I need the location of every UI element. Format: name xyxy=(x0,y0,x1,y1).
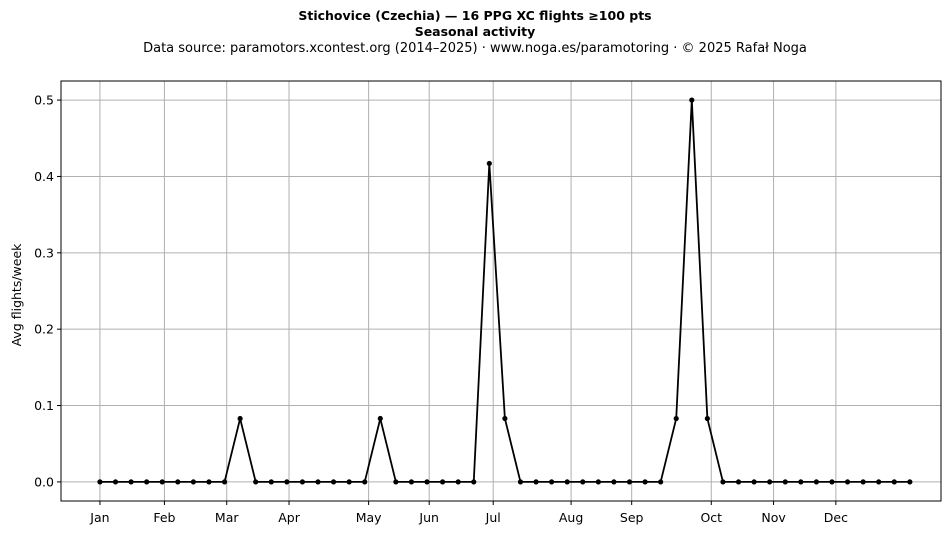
data-point-week-38 xyxy=(689,97,695,103)
data-point-week-26 xyxy=(502,415,508,422)
data-point-week-2 xyxy=(128,479,134,485)
y-tick-label: 0.2 xyxy=(34,322,54,337)
data-point-week-7 xyxy=(206,479,212,485)
data-point-week-1 xyxy=(112,479,119,485)
data-point-week-0 xyxy=(97,479,103,485)
data-point-week-3 xyxy=(144,479,150,485)
data-point-week-22 xyxy=(439,479,446,485)
data-point-week-14 xyxy=(315,479,321,485)
x-tick-label-mar: Mar xyxy=(215,510,239,525)
y-tick-label: 0.5 xyxy=(34,93,54,108)
data-point-week-13 xyxy=(299,479,306,485)
series-points xyxy=(97,97,913,485)
x-tick-label-may: May xyxy=(356,510,382,525)
data-point-week-15 xyxy=(330,479,337,485)
data-point-week-18 xyxy=(377,415,383,422)
data-point-week-4 xyxy=(159,479,165,485)
y-axis-label: Avg flights/week xyxy=(9,243,24,347)
data-point-week-32 xyxy=(595,479,601,485)
data-point-week-35 xyxy=(642,479,648,485)
data-point-week-44 xyxy=(782,479,788,485)
data-point-week-36 xyxy=(658,479,664,485)
data-point-week-45 xyxy=(798,479,804,485)
data-point-week-43 xyxy=(767,479,773,485)
chart-subtitle: Seasonal activity xyxy=(414,24,536,39)
data-point-week-40 xyxy=(720,479,726,485)
x-tick-label-jun: Jun xyxy=(418,510,439,525)
y-tick-label: 0.0 xyxy=(34,474,54,489)
data-point-week-47 xyxy=(829,479,835,485)
data-point-week-19 xyxy=(393,479,399,485)
x-tick-label-sep: Sep xyxy=(620,510,644,525)
y-tick-label: 0.4 xyxy=(34,169,54,184)
data-point-week-10 xyxy=(253,479,259,485)
x-tick-label-aug: Aug xyxy=(559,510,583,525)
data-point-week-25 xyxy=(486,160,492,167)
data-point-week-28 xyxy=(533,479,539,485)
x-tick-label-feb: Feb xyxy=(153,510,175,525)
data-point-week-21 xyxy=(424,479,430,485)
grid-lines xyxy=(61,81,941,501)
data-point-week-24 xyxy=(471,479,477,485)
data-point-week-31 xyxy=(580,479,586,485)
data-point-week-52 xyxy=(907,479,913,485)
data-point-week-12 xyxy=(284,479,290,485)
y-tick-label: 0.1 xyxy=(34,398,54,413)
plot-frame xyxy=(60,80,942,502)
x-tick-label-nov: Nov xyxy=(761,510,786,525)
data-point-week-29 xyxy=(549,479,555,485)
data-point-week-39 xyxy=(704,415,710,422)
chart-title: Stichovice (Czechia) — 16 PPG XC flights… xyxy=(298,8,652,23)
x-tick-label-apr: Apr xyxy=(278,510,300,525)
data-point-week-11 xyxy=(268,479,274,485)
data-point-week-51 xyxy=(891,479,897,485)
data-point-week-16 xyxy=(346,479,352,485)
chart-source-line: Data source: paramotors.xcontest.org (20… xyxy=(143,41,807,56)
x-tick-label-dec: Dec xyxy=(824,510,848,525)
data-point-week-50 xyxy=(876,479,882,485)
data-point-week-30 xyxy=(564,479,570,485)
data-point-week-20 xyxy=(408,479,415,485)
data-point-week-27 xyxy=(517,479,524,485)
data-point-week-6 xyxy=(190,479,196,485)
data-point-week-33 xyxy=(611,479,617,485)
data-point-week-9 xyxy=(237,415,243,422)
data-point-week-5 xyxy=(175,479,181,485)
x-tick-label-jan: Jan xyxy=(89,510,109,525)
data-point-week-17 xyxy=(362,479,368,485)
data-point-week-34 xyxy=(626,479,633,485)
y-axis-ticks: 0.0 0.1 0.2 0.3 0.4 0.5 xyxy=(34,93,61,489)
data-point-week-42 xyxy=(751,479,757,485)
y-tick-label: 0.3 xyxy=(34,245,54,260)
x-tick-label-jul: Jul xyxy=(485,510,501,525)
data-point-week-41 xyxy=(735,479,742,485)
data-point-week-49 xyxy=(860,479,866,485)
data-point-week-48 xyxy=(844,479,851,485)
x-tick-label-oct: Oct xyxy=(700,510,722,525)
series-line xyxy=(99,100,910,483)
data-point-week-23 xyxy=(455,479,461,485)
data-point-week-8 xyxy=(221,479,228,485)
x-axis-ticks: Jan Feb Mar Apr May Jun Jul Aug Sep Oct Nov Dec xyxy=(89,501,848,525)
chart-titles: Stichovice (Czechia) — 16 PPG XC flights… xyxy=(0,8,950,57)
data-point-week-37 xyxy=(673,415,679,422)
data-point-week-46 xyxy=(813,479,819,485)
